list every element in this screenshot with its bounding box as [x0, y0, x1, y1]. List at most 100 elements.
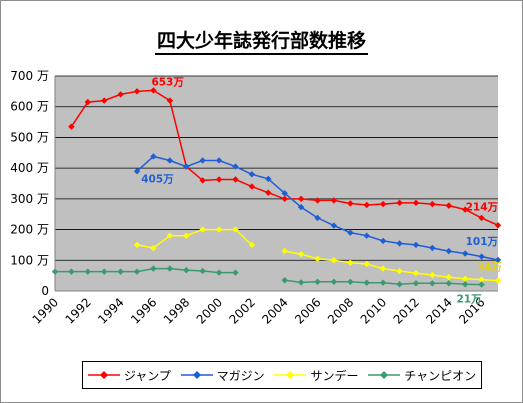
x-tick-label: 1994 [95, 295, 126, 326]
legend-marker-champion [368, 371, 401, 379]
data-point-s30b830e330f330d7 [133, 88, 141, 95]
data-point-s30b530f330c730fc [347, 259, 354, 266]
data-point-s30b830e330f330d7 [347, 200, 354, 207]
legend: ジャンプ マガジン サンデー チャンピオン [82, 361, 482, 389]
data-point-s30c130e330f330d430aa30f3 [166, 265, 174, 272]
data-point-s30de30ac30b830f3 [478, 253, 485, 260]
data-point-s30c130e330f330d430aa30f3 [412, 280, 420, 287]
data-point-s30c130e330f330d430aa30f3 [117, 268, 124, 275]
plot-area [55, 76, 498, 291]
x-tick-label: 2012 [391, 295, 422, 326]
data-point-s30c130e330f330d430aa30f3 [183, 266, 190, 274]
data-point-s30de30ac30b830f3 [314, 214, 321, 222]
data-point-s30b530f330c730fc [396, 267, 403, 275]
y-tick-label: 600 万 [10, 100, 49, 114]
data-point-s30b830e330f330d7 [265, 189, 272, 196]
annotations: 653万 405万 214万 101万 34万 21万 [141, 76, 502, 305]
x-tick-label: 2006 [292, 295, 323, 326]
y-tick-label: 400 万 [10, 161, 49, 175]
chart-title-text: 四大少年誌発行部数推移 [154, 30, 368, 55]
data-point-s30b830e330f330d7 [379, 200, 387, 208]
x-tick-label: 1990 [30, 295, 61, 326]
data-point-s30de30ac30b830f3 [412, 241, 420, 249]
data-point-s30b830e330f330d7 [330, 197, 338, 204]
data-point-s30b830e330f330d7 [396, 199, 403, 207]
data-point-s30b830e330f330d7 [281, 195, 288, 203]
data-point-s30c130e330f330d430aa30f3 [445, 280, 452, 287]
x-tick-label: 2010 [358, 295, 389, 326]
data-point-s30c130e330f330d430aa30f3 [281, 277, 288, 284]
data-point-s30de30ac30b830f3 [297, 203, 305, 211]
data-point-s30c130e330f330d430aa30f3 [379, 279, 387, 286]
chart-title: 四大少年誌発行部数推移 [0, 26, 523, 55]
data-point-s30b830e330f330d7 [461, 206, 469, 213]
data-label: 34万 [477, 262, 503, 274]
data-label: 653万 [151, 76, 184, 88]
legend-label-jump: ジャンプ [123, 368, 171, 383]
data-point-s30b830e330f330d7 [297, 195, 305, 203]
data-point-s30de30ac30b830f3 [215, 157, 223, 164]
data-point-s30b830e330f330d7 [363, 201, 370, 209]
y-tick-label: 0 [41, 284, 49, 298]
y-tick-label: 200 万 [10, 223, 49, 237]
data-point-s30b830e330f330d7 [150, 87, 157, 94]
x-tick-label: 2000 [194, 295, 225, 326]
data-point-s30b530f330c730fc [199, 226, 206, 233]
data-point-s30b530f330c730fc [150, 244, 157, 252]
x-tick-label: 1992 [62, 295, 93, 326]
series-s30b830e330f330d7 [68, 87, 502, 229]
data-point-s30b830e330f330d7 [117, 91, 124, 98]
data-point-s30c130e330f330d430aa30f3 [461, 281, 469, 288]
data-point-s30de30ac30b830f3 [183, 163, 190, 170]
data-point-s30b530f330c730fc [363, 260, 370, 268]
legend-marker-sunday [274, 371, 307, 379]
data-point-s30b830e330f330d7 [445, 202, 452, 209]
data-label: 21万 [456, 294, 482, 306]
data-point-s30c130e330f330d430aa30f3 [347, 278, 354, 285]
plot-background [55, 76, 498, 291]
data-point-s30b530f330c730fc [445, 273, 452, 281]
y-tick-label: 700 万 [10, 69, 49, 83]
data-point-s30de30ac30b830f3 [379, 237, 387, 245]
legend-item-magazine: マガジン [180, 367, 265, 384]
x-tick-label: 1996 [128, 295, 159, 326]
grid-lines [55, 75, 498, 261]
data-point-s30c130e330f330d430aa30f3 [84, 268, 92, 275]
data-point-s30b830e330f330d7 [478, 214, 485, 222]
data-point-s30b830e330f330d7 [101, 97, 108, 104]
data-point-s30b530f330c730fc [166, 232, 174, 239]
data-point-s30b830e330f330d7 [314, 197, 321, 204]
data-point-s30b830e330f330d7 [215, 176, 223, 183]
data-point-s30b530f330c730fc [232, 226, 239, 233]
data-point-s30de30ac30b830f3 [248, 171, 256, 178]
legend-label-sunday: サンデー [310, 368, 359, 383]
data-point-s30de30ac30b830f3 [363, 232, 370, 239]
data-point-s30b530f330c730fc [297, 250, 305, 258]
data-point-s30de30ac30b830f3 [396, 240, 403, 247]
legend-item-jump: ジャンプ [87, 367, 171, 384]
data-label: 101万 [466, 236, 499, 248]
data-point-s30c130e330f330d430aa30f3 [429, 280, 436, 287]
legend-label-champion: チャンピオン [404, 368, 477, 383]
data-point-s30c130e330f330d430aa30f3 [215, 269, 223, 276]
data-point-s30b830e330f330d7 [68, 123, 75, 130]
series-group [51, 87, 502, 288]
data-point-s30c130e330f330d430aa30f3 [478, 281, 485, 288]
data-point-s30b530f330c730fc [379, 265, 387, 272]
x-tick-label: 2004 [259, 295, 290, 326]
data-point-s30b530f330c730fc [314, 255, 321, 262]
data-point-s30c130e330f330d430aa30f3 [396, 281, 403, 288]
data-point-s30b530f330c730fc [412, 269, 420, 277]
data-point-s30b530f330c730fc [183, 232, 190, 239]
x-tick-label: 2002 [227, 295, 258, 326]
data-point-s30de30ac30b830f3 [150, 153, 157, 160]
data-point-s30b530f330c730fc [478, 276, 485, 283]
data-point-s30c130e330f330d430aa30f3 [51, 268, 59, 275]
data-point-s30b830e330f330d7 [429, 200, 436, 208]
data-point-s30b830e330f330d7 [166, 97, 174, 104]
data-point-s30b530f330c730fc [133, 241, 141, 249]
data-point-s30b530f330c730fc [215, 226, 223, 233]
data-point-s30b830e330f330d7 [199, 177, 206, 184]
legend-item-champion: チャンピオン [368, 367, 476, 384]
